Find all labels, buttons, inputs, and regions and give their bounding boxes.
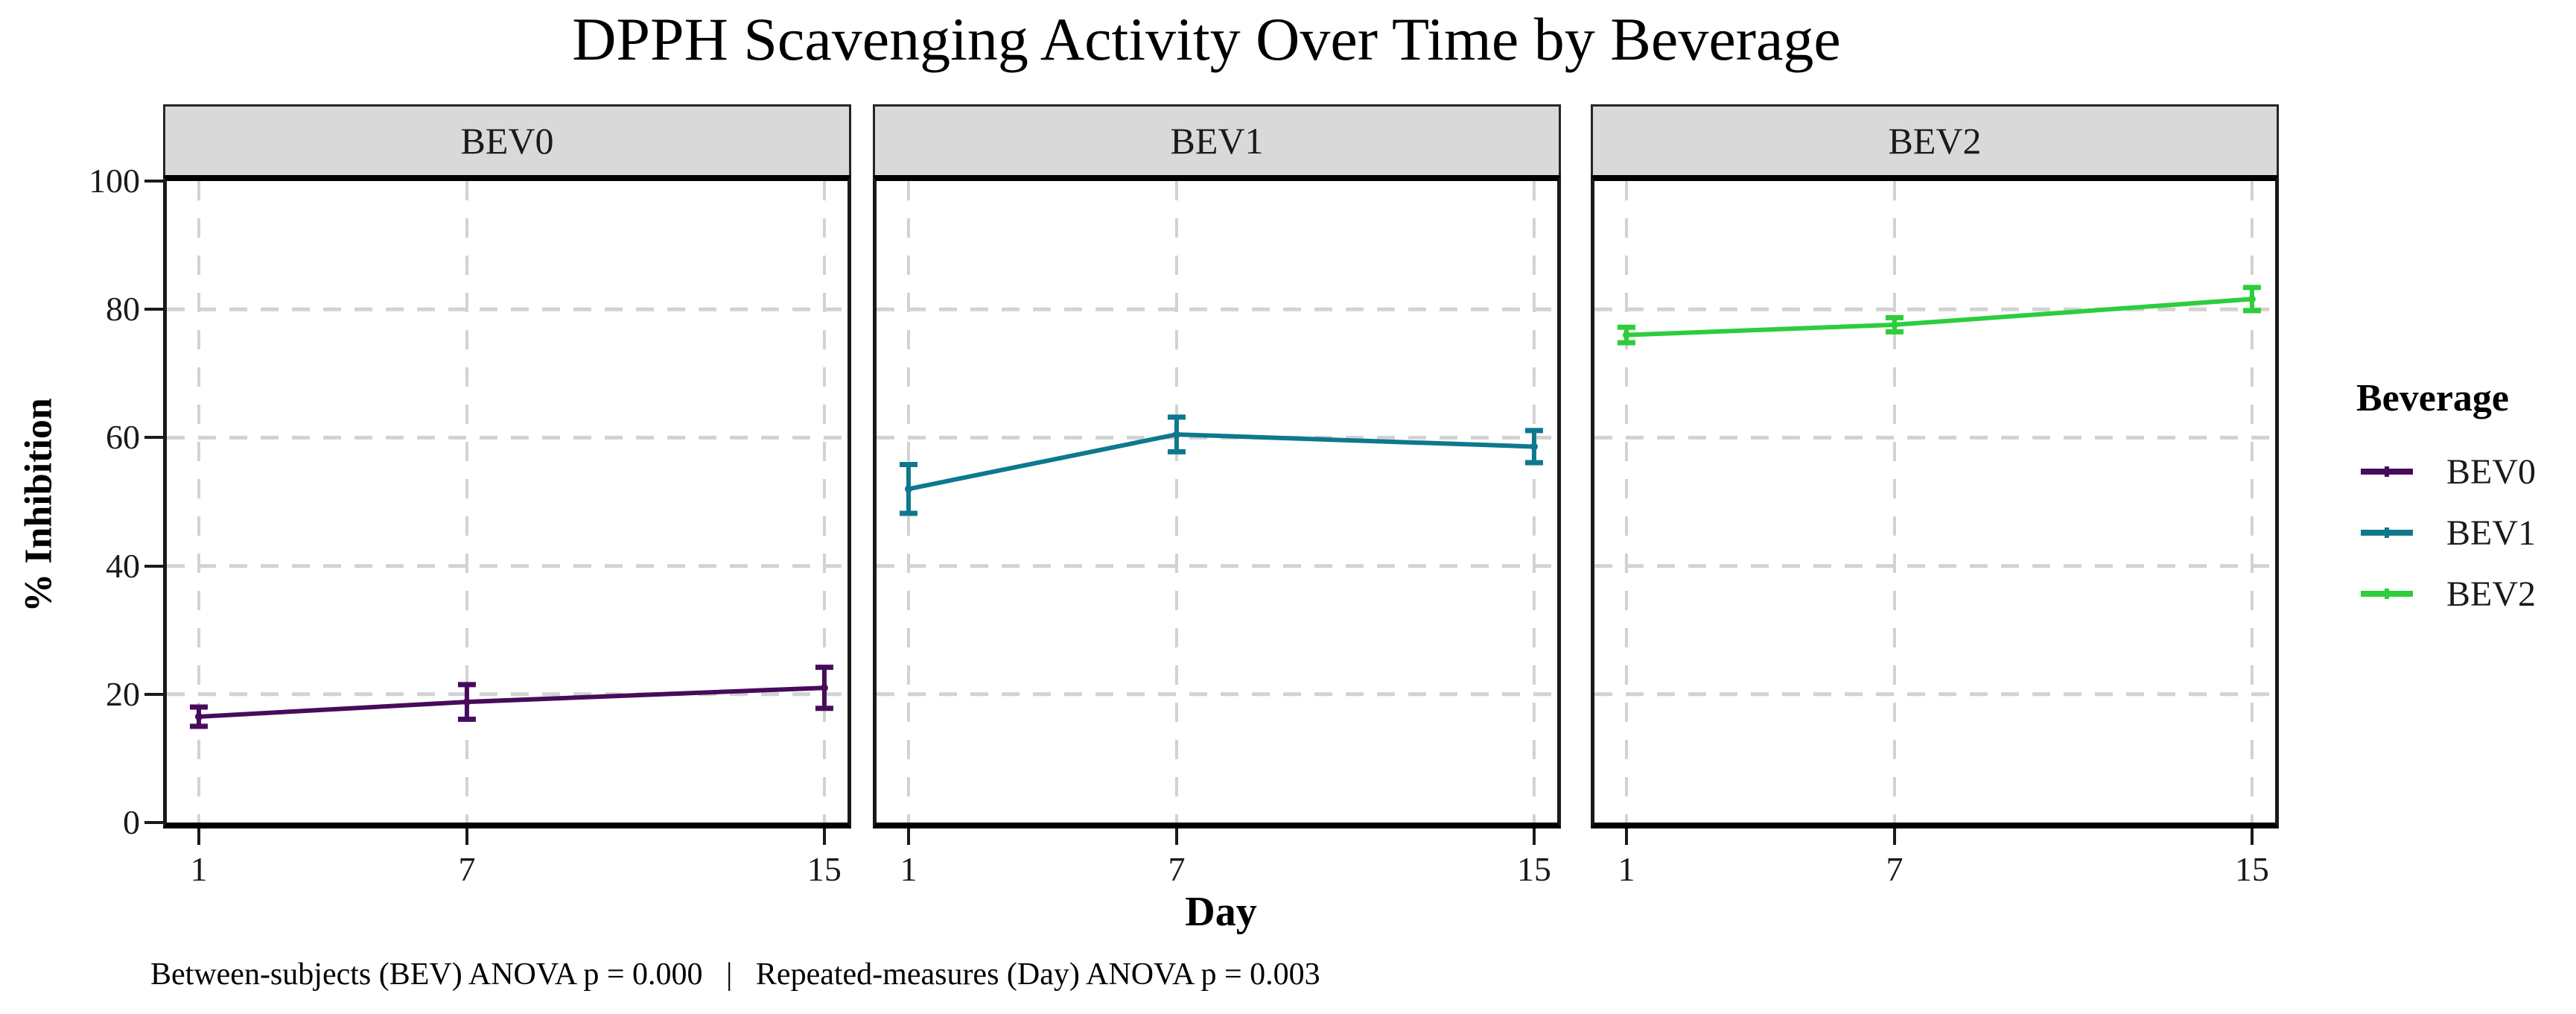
legend-entry-BEV1: BEV1 [2338, 502, 2576, 563]
legend-entry-label: BEV1 [2446, 513, 2536, 553]
y-tick-mark [144, 308, 163, 311]
legend-errorbar-mark [2385, 527, 2389, 538]
facet-plot-BEV0 [167, 181, 847, 823]
x-tick-mark [1624, 828, 1628, 845]
y-tick-mark [144, 692, 163, 696]
x-tick-mark [2250, 828, 2254, 845]
y-tick-label: 20 [106, 674, 140, 713]
x-tick-label: 15 [807, 850, 842, 888]
facet-plot-BEV1 [877, 181, 1557, 823]
legend-errorbar-mark [2385, 589, 2389, 599]
facet-strip-BEV1: BEV1 [873, 104, 1561, 175]
x-tick-mark [1174, 828, 1178, 845]
legend-entry-BEV2: BEV2 [2338, 563, 2576, 624]
x-tick-mark [1532, 828, 1536, 845]
legend-line-swatch [2361, 527, 2413, 538]
x-tick-mark [822, 828, 826, 845]
facet-strip-label: BEV0 [460, 120, 554, 162]
legend-title: Beverage [2356, 377, 2510, 419]
legend: Beverage BEV0 BEV1 BEV2 [2338, 376, 2576, 624]
x-tick-label: 15 [2234, 850, 2269, 888]
x-tick-label: 1 [900, 850, 917, 888]
x-tick-label: 1 [1618, 850, 1635, 888]
legend-entry-BEV0: BEV0 [2338, 441, 2576, 502]
facet-strip-BEV2: BEV2 [1591, 104, 2279, 175]
legend-errorbar-mark [2385, 466, 2389, 477]
y-tick-label: 0 [123, 803, 140, 841]
legend-entry-label: BEV0 [2446, 451, 2536, 492]
facet-strip-BEV0: BEV0 [163, 104, 851, 175]
x-tick-mark [1892, 828, 1896, 845]
facet-strip-label: BEV1 [1170, 120, 1264, 162]
facet-panel-BEV0 [163, 175, 851, 828]
x-axis-title: Day [1185, 889, 1257, 935]
facet-plot-BEV2 [1594, 181, 2275, 823]
legend-line-swatch [2361, 589, 2413, 599]
x-tick-mark [197, 828, 200, 845]
legend-line-swatch [2361, 466, 2413, 477]
y-tick-label: 60 [106, 418, 140, 457]
x-tick-mark [906, 828, 910, 845]
anova-caption: Between-subjects (BEV) ANOVA p = 0.000 |… [150, 957, 1320, 992]
x-tick-label: 15 [1516, 850, 1551, 888]
x-tick-label: 7 [458, 850, 476, 888]
y-tick-mark [144, 180, 163, 183]
x-tick-mark [465, 828, 468, 845]
facet-panel-BEV2 [1591, 175, 2279, 828]
y-tick-mark [144, 821, 163, 824]
y-tick-mark [144, 564, 163, 568]
y-tick-label: 80 [106, 290, 140, 329]
y-tick-label: 40 [106, 546, 140, 585]
legend-entry-label: BEV2 [2446, 574, 2536, 614]
legend-entries: BEV0 BEV1 BEV2 [2338, 441, 2576, 624]
facet-strip-label: BEV2 [1888, 120, 1982, 162]
chart-title: DPPH Scavenging Activity Over Time by Be… [572, 5, 1841, 73]
y-tick-label: 100 [89, 162, 140, 200]
x-tick-label: 7 [1168, 850, 1186, 888]
y-tick-mark [144, 436, 163, 440]
x-tick-label: 7 [1886, 850, 1904, 888]
x-tick-label: 1 [190, 850, 208, 888]
facet-panel-BEV1 [873, 175, 1561, 828]
